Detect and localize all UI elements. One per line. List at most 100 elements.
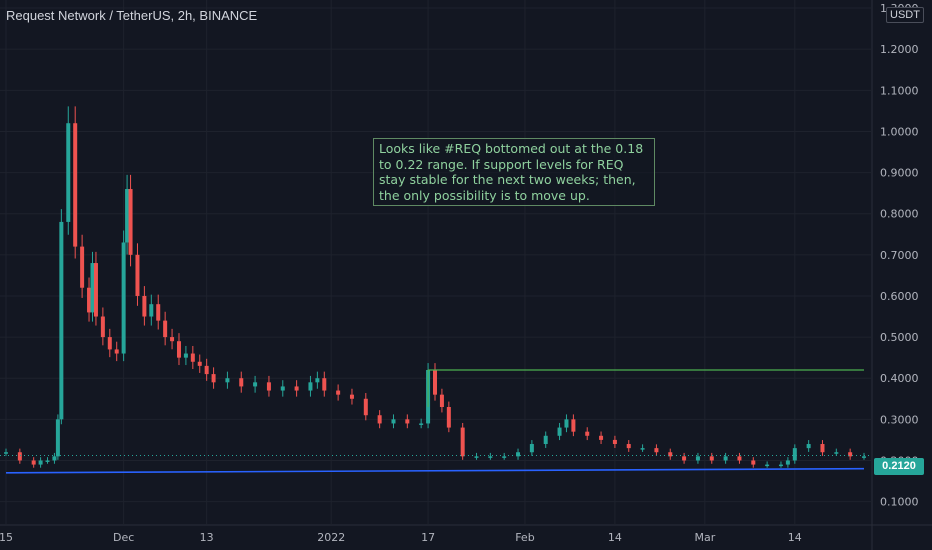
candle-body (433, 369, 437, 395)
candle-body (31, 460, 36, 465)
candle-body (640, 448, 645, 450)
candle-body (100, 316, 105, 338)
candle-body (377, 415, 382, 424)
y-tick-label: 0.5000 (880, 331, 919, 344)
candle-body (778, 464, 783, 467)
y-tick-label: 1.0000 (880, 125, 919, 138)
candle-body (197, 361, 202, 366)
candle-body (599, 435, 604, 440)
candle-body (792, 448, 797, 461)
candle-body (612, 439, 617, 445)
candle-body (765, 464, 770, 467)
candle-body (121, 242, 126, 354)
candle-body (709, 456, 714, 461)
candle-body (156, 304, 161, 321)
candle-body (266, 382, 271, 391)
candle-body (73, 123, 78, 247)
candle-body (516, 452, 521, 457)
candle-body (176, 341, 181, 358)
candle-body (170, 337, 175, 342)
symbol-title: Request Network / TetherUS, 2h, BINANCE (6, 8, 258, 23)
candle-body (820, 444, 825, 453)
y-tick-label: 0.3000 (880, 413, 919, 426)
analysis-annotation[interactable]: Looks like #REQ bottomed out at the 0.18… (373, 138, 655, 206)
x-tick-label: 14 (608, 531, 622, 544)
candle-body (654, 448, 659, 453)
x-tick-label: 2022 (317, 531, 345, 544)
candle-body (862, 456, 866, 458)
candle-body (336, 390, 341, 395)
support-trendline (5, 467, 865, 474)
x-tick-label: 13 (200, 531, 214, 544)
candle-body (439, 394, 444, 408)
y-tick-label: 0.1000 (880, 496, 919, 509)
candle-body (239, 378, 244, 387)
candle-body (695, 456, 700, 461)
candle-body (668, 452, 673, 457)
candle-body (90, 263, 95, 313)
y-tick-label: 0.6000 (880, 290, 919, 303)
candle-body (45, 460, 50, 462)
candle-body (225, 378, 230, 383)
candle-body (751, 460, 756, 465)
x-tick-label: Mar (694, 531, 715, 544)
candle-body (59, 221, 64, 420)
candle-body (142, 295, 147, 317)
candle-body (4, 452, 8, 454)
candle-body (280, 386, 285, 391)
candle-body (55, 419, 60, 457)
candle-body (52, 456, 57, 461)
candle-body (834, 452, 839, 454)
candle-body (806, 444, 811, 449)
candle-body (125, 189, 130, 243)
candle-body (682, 456, 687, 461)
candle-body (737, 456, 742, 461)
candle-body (315, 378, 320, 383)
candle-body (17, 452, 22, 461)
candle-body (785, 460, 790, 465)
candle-body (183, 353, 188, 358)
candle-body (128, 189, 133, 255)
candle-body (349, 394, 354, 399)
candle-body (405, 419, 410, 424)
candle-body (80, 246, 85, 288)
candle-body (571, 419, 576, 432)
candle-body (474, 456, 479, 458)
candle-body (322, 378, 327, 391)
candle-body (163, 320, 168, 338)
candle-body (66, 123, 71, 222)
candle-body (529, 444, 534, 453)
candle-body (294, 386, 299, 391)
candle-body (135, 254, 140, 296)
candle-body (391, 419, 396, 424)
candle-body (149, 304, 154, 317)
y-tick-label: 1.1000 (880, 84, 919, 97)
candle-body (626, 444, 631, 449)
candle-body (93, 263, 98, 317)
y-tick-label: 0.7000 (880, 249, 919, 262)
candle-body (723, 456, 728, 461)
candle-body (308, 382, 313, 391)
y-tick-label: 0.9000 (880, 167, 919, 180)
x-tick-label: Dec (113, 531, 134, 544)
candle-body (488, 456, 493, 458)
candle-body (204, 365, 209, 375)
currency-unit-badge[interactable]: USDT (886, 7, 924, 23)
y-tick-label: 0.8000 (880, 208, 919, 221)
last-price-tag: 0.2120 (874, 458, 924, 475)
candle-body (107, 337, 112, 350)
x-tick-label: 17 (421, 531, 435, 544)
candle-body (190, 353, 195, 362)
candle-body (253, 382, 258, 387)
candle-body (87, 287, 92, 313)
candle-body (363, 398, 368, 416)
candle-body (585, 431, 590, 436)
candle-body (38, 460, 43, 465)
candle-body (848, 452, 853, 457)
y-tick-label: 1.2000 (880, 43, 919, 56)
x-tick-label: Feb (515, 531, 534, 544)
candle-body (557, 427, 562, 436)
x-tick-label: 14 (788, 531, 802, 544)
